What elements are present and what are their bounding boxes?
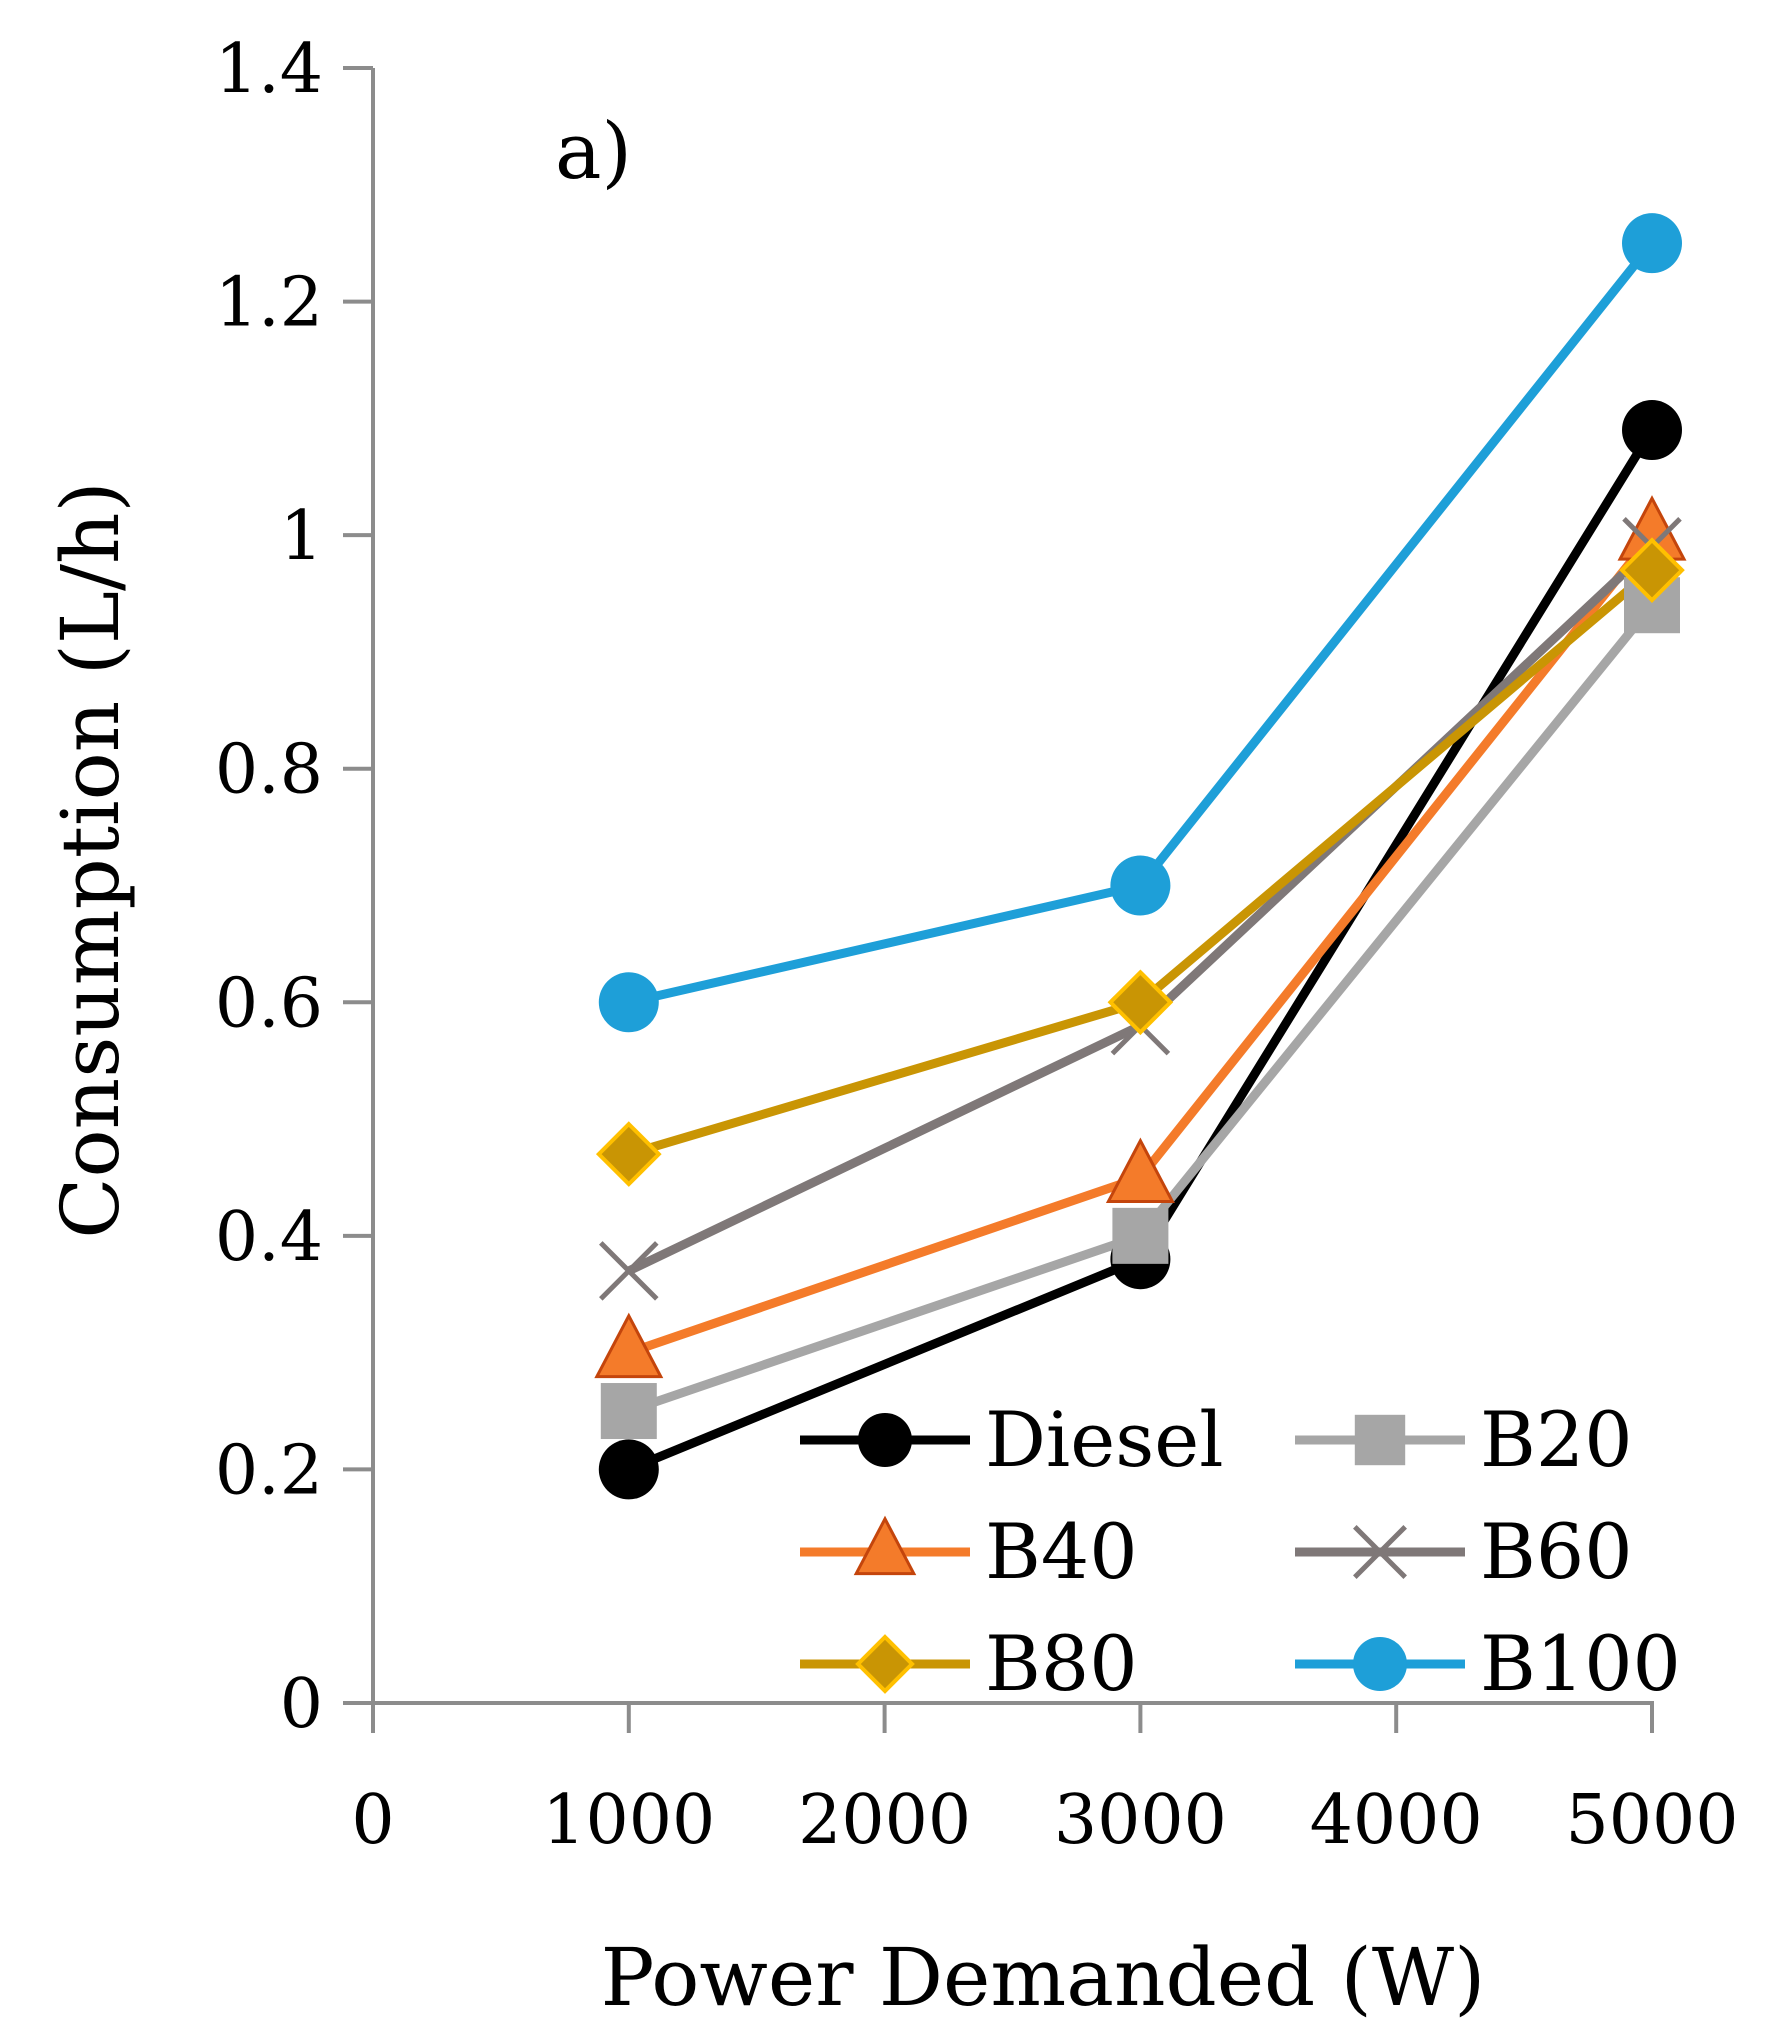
legend-label-b40: B40: [985, 1507, 1138, 1596]
y-tick-label: 0.6: [215, 964, 323, 1043]
legend-marker-b40: [853, 1515, 917, 1576]
data-point-b20: [600, 1383, 657, 1440]
y-axis-title: Consumption (L/h): [44, 481, 137, 1238]
data-point-b100: [1110, 855, 1171, 916]
data-point-b100: [598, 972, 659, 1033]
data-point-b40: [1105, 1137, 1175, 1203]
data-point-diesel: [598, 1439, 659, 1500]
legend-label-b60: B60: [1480, 1507, 1633, 1596]
data-point-b20: [1112, 1207, 1169, 1264]
data-point-b80: [595, 1121, 662, 1187]
x-tick-label: 0: [351, 1781, 394, 1860]
x-tick-label: 2000: [798, 1781, 971, 1860]
data-point-b100: [1622, 213, 1682, 274]
legend-label-diesel: Diesel: [985, 1395, 1224, 1484]
data-point-diesel: [1622, 400, 1682, 461]
y-tick-label: 0.8: [215, 731, 323, 810]
data-point-b60: [599, 1241, 659, 1301]
y-tick-label: 0.4: [215, 1198, 323, 1277]
y-tick-label: 1.2: [215, 264, 323, 343]
legend-label-b100: B100: [1480, 1619, 1681, 1708]
panel-label: a): [555, 107, 632, 197]
legend-marker-b60: [1353, 1525, 1407, 1579]
y-tick-label: 0.2: [215, 1431, 323, 1510]
legend: Diesel B20 B40 B60 B80 B100: [800, 1395, 1681, 1708]
legend-label-b80: B80: [985, 1619, 1138, 1708]
legend-marker-b20: [1354, 1414, 1406, 1466]
series-line-diesel: [627, 427, 1656, 1474]
x-tick-label: 5000: [1565, 1781, 1738, 1860]
series-markers: [594, 213, 1687, 1500]
data-point-b80: [1619, 537, 1685, 604]
axes: 0 0.2 0.4 0.6 0.8 1 1.2 1.4 0 1000 2000 3000 4000 500…: [215, 30, 1739, 1860]
legend-marker-b80: [855, 1634, 915, 1694]
y-tick-label: 1: [280, 497, 323, 576]
x-axis-title: Power Demanded (W): [601, 1931, 1486, 2024]
x-tick-label: 1000: [542, 1781, 715, 1860]
data-point-b80: [1107, 969, 1174, 1036]
data-point-b40: [594, 1312, 664, 1379]
y-tick-label: 1.4: [215, 30, 323, 109]
y-tick-label: 0: [280, 1665, 323, 1744]
legend-label-b20: B20: [1480, 1395, 1633, 1484]
x-tick-label: 4000: [1310, 1781, 1483, 1860]
legend-marker-b100: [1353, 1637, 1407, 1691]
x-tick-label: 3000: [1054, 1781, 1227, 1860]
legend-marker-diesel: [858, 1413, 912, 1467]
